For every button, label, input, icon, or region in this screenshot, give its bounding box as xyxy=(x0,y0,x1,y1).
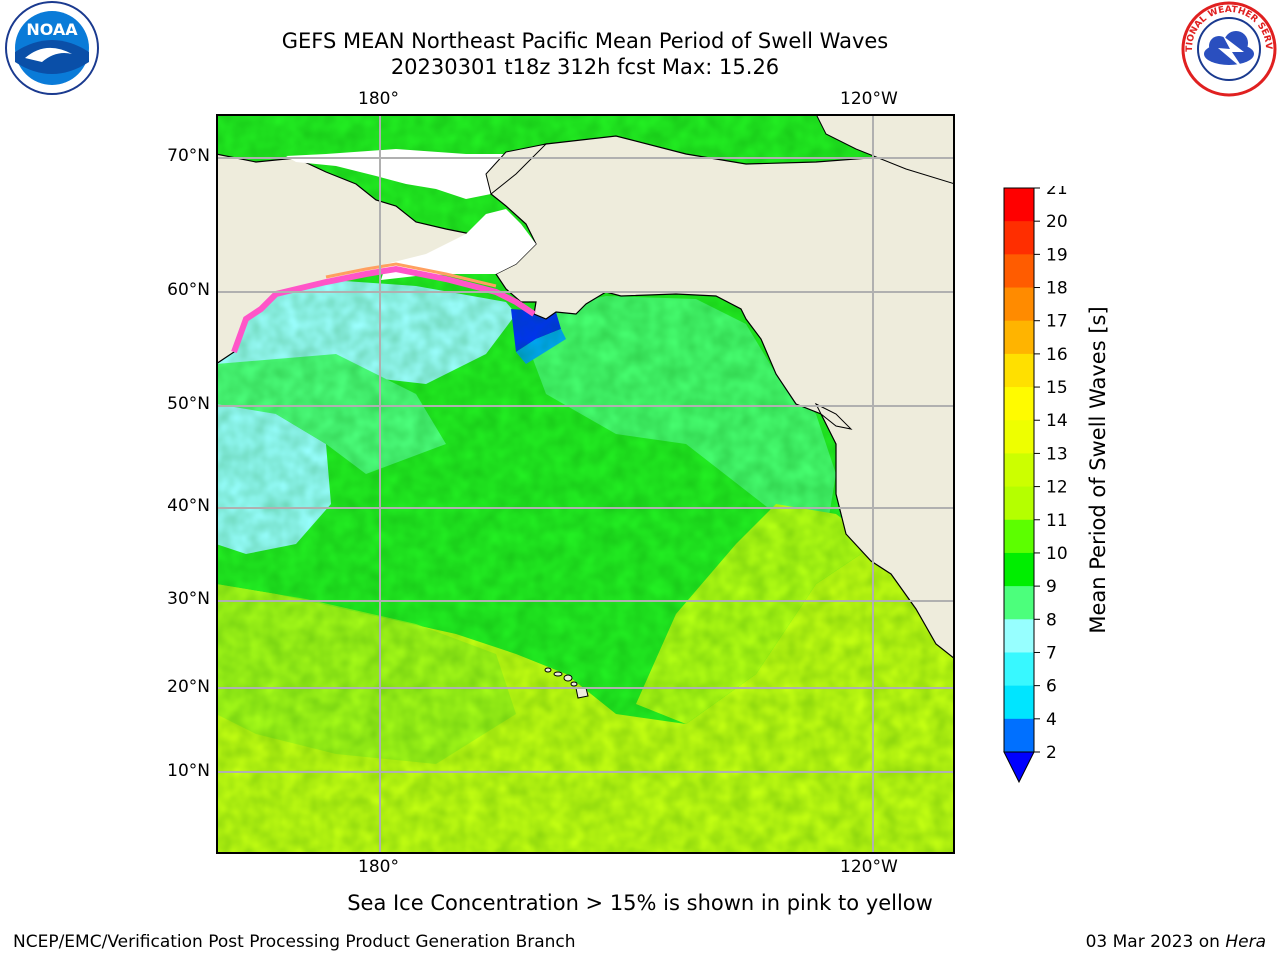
noaa-logo-text: NOAA xyxy=(26,20,78,39)
colorbar-tick-label: 12 xyxy=(1046,478,1068,498)
lat-label-40n: 40°N xyxy=(167,496,210,516)
colorbar-extend-triangle xyxy=(1003,751,1035,784)
arctic-white-strip xyxy=(286,149,516,199)
generation-date-text: 03 Mar 2023 on xyxy=(1085,932,1220,952)
lat-label-10n: 10°N xyxy=(167,761,210,781)
map-frame xyxy=(216,114,955,854)
colorbar-tick-label: 4 xyxy=(1046,710,1057,730)
colorbar-tick-label: 9 xyxy=(1046,577,1057,597)
colorbar-tick-label: 2 xyxy=(1046,743,1057,763)
colorbar-band xyxy=(1004,254,1034,289)
land-alaska-north xyxy=(485,143,548,195)
colorbar-band xyxy=(1004,486,1034,521)
lon-label-bottom-120w: 120°W xyxy=(840,857,898,877)
colorbar-band xyxy=(1004,387,1034,421)
colorbar-tick-label: 11 xyxy=(1046,511,1068,531)
sea-ice-note: Sea Ice Concentration > 15% is shown in … xyxy=(347,891,933,915)
colorbar-band xyxy=(1004,718,1034,753)
colorbar-band xyxy=(1004,586,1034,620)
colorbar-tick-label: 20 xyxy=(1046,212,1068,232)
colorbar-band xyxy=(1004,221,1034,255)
lat-label-70n: 70°N xyxy=(167,146,210,166)
colorbar-band xyxy=(1004,552,1034,587)
hawaii-islands xyxy=(544,667,589,699)
colorbar-tick-label: 16 xyxy=(1046,345,1068,365)
colorbar-band xyxy=(1004,287,1034,322)
colorbar-band xyxy=(1004,353,1034,388)
chart-title: GEFS MEAN Northeast Pacific Mean Period … xyxy=(281,29,889,53)
colorbar: 21 20 19 18 17 16 15 14 13 12 11 10 9 8 7 6 4 2 xyxy=(1003,186,1068,784)
bering-sea-ice-free xyxy=(381,209,536,280)
noaa-logo: NOAA xyxy=(5,1,99,95)
colorbar-band xyxy=(1004,685,1034,720)
generation-date: 03 Mar 2023 on Hera xyxy=(1086,932,1266,952)
colorbar-tick-label: 8 xyxy=(1046,610,1057,630)
colorbar-frame xyxy=(1003,187,1035,753)
colorbar-tick-label: 13 xyxy=(1046,444,1068,464)
producer-credit: NCEP/EMC/Verification Post Processing Pr… xyxy=(13,932,576,952)
lat-label-20n: 20°N xyxy=(167,677,210,697)
colorbar-band xyxy=(1004,453,1034,488)
colorbar-tick-label: 6 xyxy=(1046,677,1057,697)
lon-label-top-120w: 120°W xyxy=(840,89,898,109)
host-name: Hera xyxy=(1225,932,1266,952)
colorbar-band xyxy=(1004,519,1034,554)
lat-label-30n: 30°N xyxy=(167,589,210,609)
colorbar-band xyxy=(1004,652,1034,687)
colorbar-title: Mean Period of Swell Waves [s] xyxy=(1086,306,1110,634)
colorbar-tick-label: 17 xyxy=(1046,312,1068,332)
colorbar-tick-label: 7 xyxy=(1046,643,1057,663)
colorbar-band xyxy=(1004,420,1034,454)
sea-ice-edge-outer xyxy=(325,262,497,288)
swell-period-map xyxy=(216,114,955,854)
national-weather-service-logo: NATIONAL WEATHER SERVICE xyxy=(1178,0,1277,97)
chart-subtitle: 20230301 t18z 312h fcst Max: 15.26 xyxy=(390,55,780,79)
colorbar-tick-label: 14 xyxy=(1046,411,1068,431)
colorbar-tick-label: 15 xyxy=(1046,378,1068,398)
lon-label-top-180: 180° xyxy=(358,89,399,109)
colorbar-tick-label: 18 xyxy=(1046,279,1068,299)
land-northwest-canada xyxy=(815,114,955,185)
lat-label-60n: 60°N xyxy=(167,280,210,300)
colorbar-tick-label: 21 xyxy=(1046,186,1068,199)
colorbar-band xyxy=(1004,619,1034,653)
sea-ice-edge xyxy=(231,265,536,354)
colorbar-band xyxy=(1004,188,1034,222)
lat-label-50n: 50°N xyxy=(167,394,210,414)
colorbar-tick-label: 10 xyxy=(1046,544,1068,564)
colorbar-tick-label: 19 xyxy=(1046,245,1068,265)
graticule xyxy=(216,114,955,854)
vancouver-island xyxy=(814,402,853,430)
colorbar-band xyxy=(1004,320,1034,355)
lon-label-bottom-180: 180° xyxy=(358,857,399,877)
